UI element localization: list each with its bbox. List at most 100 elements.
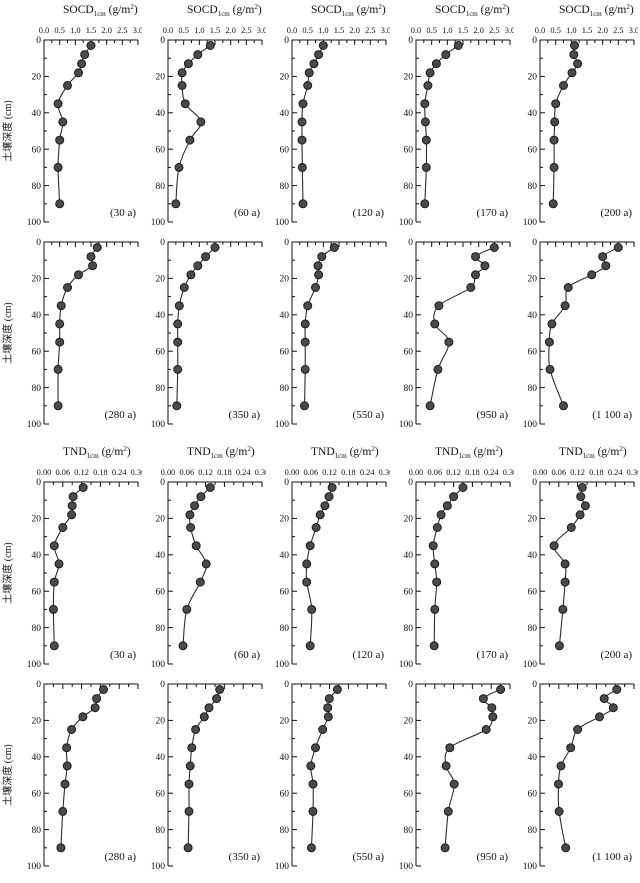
x-tick-label: 0.18	[341, 468, 356, 477]
y-tick-label: 60	[528, 789, 538, 799]
y-tick-label: 0	[532, 238, 537, 248]
data-point-marker	[298, 99, 308, 109]
x-tick-label: 0.12	[74, 468, 89, 477]
x-tick-label: 0.0	[39, 26, 49, 35]
subplot-tnd-280a: 0 20 40 60 80 100 土壤深度 (cm) (280 a)	[2, 680, 139, 872]
chart-row-3-tnd: TND1cm (g/m2)0.000.060.120.180.240.30020…	[2, 442, 640, 678]
x-tick-label: 1.0	[318, 26, 328, 35]
panel-age-label: (30 a)	[110, 649, 136, 661]
y-tick-label: 60	[528, 587, 538, 597]
x-tick-label: 0.00	[37, 468, 52, 477]
data-point-marker	[554, 779, 563, 789]
data-point-marker	[302, 577, 312, 587]
axis-lines	[167, 39, 262, 222]
data-point-marker	[55, 199, 65, 209]
chart-row-1-socd: SOCD1cm (g/m2) 0.0 0.5 1.0 1.5 2.0 2.5 3.0 0 20 40…	[2, 0, 640, 236]
data-point-marker	[421, 162, 431, 172]
data-point-marker	[313, 261, 323, 271]
data-point-marker	[307, 604, 317, 614]
data-point-marker	[183, 59, 193, 69]
axis-lines	[415, 39, 510, 222]
data-point-marker	[297, 162, 307, 172]
data-point-marker	[173, 364, 183, 374]
data-point-marker	[425, 401, 435, 411]
y-tick-label: 40	[156, 753, 166, 763]
x-tick-label: 0.30	[503, 468, 514, 477]
data-point-marker	[56, 843, 66, 853]
x-tick-label: 3.0	[505, 26, 514, 35]
y-tick-label: 80	[280, 182, 290, 192]
data-point-marker	[55, 135, 65, 145]
data-point-marker	[178, 641, 188, 651]
y-tick-label: 100	[27, 420, 42, 430]
y-tick-label: 80	[280, 624, 290, 634]
data-point-marker	[297, 117, 307, 127]
panel-age-label: (170 a)	[477, 649, 509, 661]
data-point-marker	[179, 283, 189, 292]
y-tick-label: 20	[528, 275, 538, 285]
y-tick-label: 80	[528, 182, 538, 192]
y-tick-label: 20	[32, 73, 42, 83]
data-point-marker	[92, 243, 102, 252]
profile-curve	[305, 487, 333, 646]
subplot-title: SOCD1cm (g/m2)	[63, 3, 138, 18]
x-tick-label: 0.0	[163, 26, 173, 35]
data-point-marker	[323, 703, 333, 713]
data-point-marker	[436, 510, 446, 520]
data-point-marker	[187, 743, 197, 753]
x-tick-label: 0.18	[589, 468, 604, 477]
subplot-socd-350a: 0 20 40 60 80 100 (350 a)	[151, 238, 263, 430]
data-point-marker	[314, 270, 324, 280]
axis-lines	[43, 481, 138, 664]
x-tick-label: 2.5	[117, 26, 127, 35]
x-tick-label: 0.06	[427, 468, 442, 477]
data-point-marker	[58, 523, 68, 532]
data-point-marker	[92, 694, 102, 704]
data-point-marker	[488, 712, 498, 722]
y-tick-label: 20	[280, 717, 290, 727]
data-point-marker	[318, 41, 328, 50]
y-tick-label: 100	[275, 218, 290, 228]
data-point-marker	[324, 492, 334, 502]
data-point-marker	[62, 761, 72, 771]
y-tick-label: 60	[156, 587, 166, 597]
y-tick-label: 40	[156, 109, 166, 119]
data-point-marker	[577, 483, 587, 492]
y-tick-label: 20	[32, 515, 42, 525]
y-tick-label: 60	[404, 587, 414, 597]
y-axis-title: 土壤深度 (cm)	[2, 744, 14, 805]
data-point-marker	[172, 401, 182, 411]
data-point-marker	[449, 779, 459, 789]
y-tick-label: 100	[275, 862, 290, 872]
subplot-socd-170a: SOCD1cm (g/m2) 0.0 0.5 1.0 1.5 2.0 2.5 3.0 0 20 40…	[399, 3, 514, 228]
data-point-marker	[74, 270, 83, 280]
y-tick-label: 60	[528, 145, 538, 155]
y-tick-label: 40	[32, 311, 42, 321]
y-tick-label: 100	[399, 218, 414, 228]
data-point-marker	[431, 59, 441, 69]
profile-curve	[60, 689, 104, 848]
data-point-marker	[173, 337, 183, 347]
data-point-marker	[551, 99, 561, 109]
data-point-marker	[478, 694, 488, 704]
axis-lines	[415, 683, 510, 866]
data-point-marker	[576, 492, 586, 502]
profile-curve	[301, 45, 324, 204]
data-point-marker	[444, 337, 454, 347]
y-tick-label: 60	[280, 145, 290, 155]
x-tick-label: 0.30	[627, 468, 638, 477]
data-point-marker	[53, 162, 63, 172]
axis-lines	[415, 241, 510, 424]
x-tick-label: 2.0	[225, 26, 235, 35]
data-point-marker	[68, 492, 78, 502]
data-point-marker	[183, 843, 193, 853]
data-point-marker	[612, 685, 622, 694]
panel-age-label: (200 a)	[601, 207, 633, 219]
axis-lines	[43, 39, 138, 222]
axis-lines	[167, 241, 262, 424]
data-point-marker	[53, 364, 63, 374]
data-point-marker	[205, 483, 215, 492]
data-point-marker	[297, 135, 307, 145]
x-tick-label: 0.24	[360, 468, 375, 477]
data-point-marker	[191, 725, 201, 734]
